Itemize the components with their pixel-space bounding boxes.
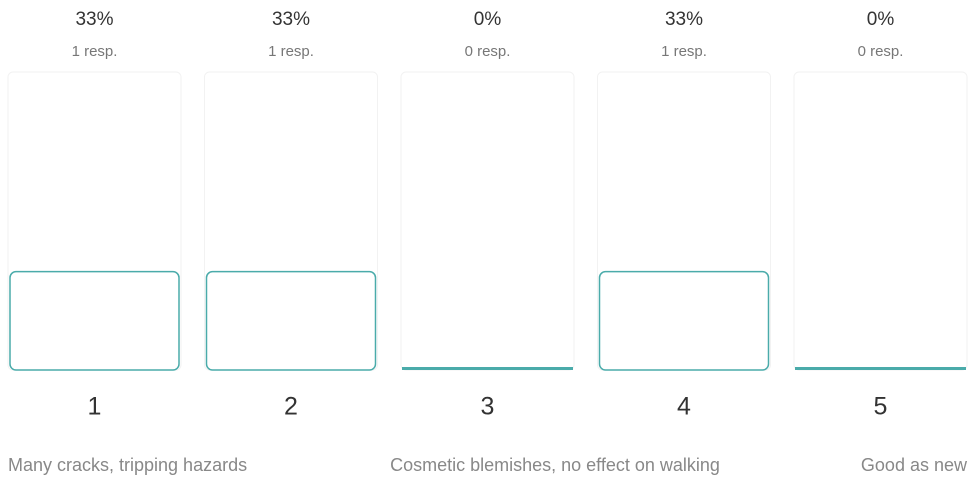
count-label: 1 resp. — [72, 43, 118, 60]
value-label: 0% — [867, 9, 895, 30]
value-label: 33% — [75, 9, 113, 30]
column-background — [400, 71, 575, 371]
count-label: 1 resp. — [268, 43, 314, 60]
x-tick-label: 5 — [874, 393, 888, 421]
bar — [795, 367, 966, 370]
value-label: 0% — [474, 9, 502, 30]
count-label: 1 resp. — [661, 43, 707, 60]
bar — [205, 270, 377, 371]
scale-label: Many cracks, tripping hazards — [8, 455, 247, 475]
x-tick-label: 1 — [88, 393, 102, 421]
bar — [402, 367, 573, 370]
scale-label: Cosmetic blemishes, no effect on walking — [390, 455, 720, 475]
x-tick-label: 3 — [481, 393, 495, 421]
count-label: 0 resp. — [465, 43, 511, 60]
x-tick-label: 4 — [677, 393, 691, 421]
count-label: 0 resp. — [858, 43, 904, 60]
value-label: 33% — [665, 9, 703, 30]
value-label: 33% — [272, 9, 310, 30]
scale-label: Good as new — [861, 455, 968, 475]
x-tick-label: 2 — [284, 393, 298, 421]
bar — [9, 270, 180, 371]
column-background — [793, 71, 968, 371]
bar — [598, 270, 770, 371]
